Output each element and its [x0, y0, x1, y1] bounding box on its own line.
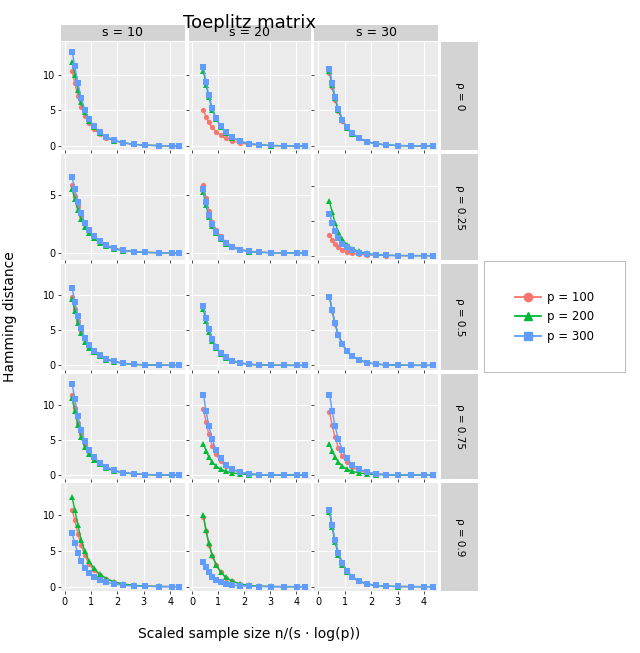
Text: ρ = 0: ρ = 0	[454, 82, 465, 110]
Text: s = 10: s = 10	[102, 27, 143, 39]
Text: ρ = 0.9: ρ = 0.9	[454, 518, 465, 556]
Text: Scaled sample size n/(s · log(p)): Scaled sample size n/(s · log(p))	[138, 628, 361, 641]
Text: s = 30: s = 30	[356, 27, 397, 39]
Text: ρ = 0.75: ρ = 0.75	[454, 404, 465, 449]
Text: ρ = 0.25: ρ = 0.25	[454, 185, 465, 229]
Text: s = 20: s = 20	[229, 27, 270, 39]
Text: Toeplitz matrix: Toeplitz matrix	[183, 14, 316, 33]
Text: Hamming distance: Hamming distance	[3, 251, 17, 382]
Legend: p = 100, p = 200, p = 300: p = 100, p = 200, p = 300	[509, 285, 600, 349]
Text: ρ = 0.5: ρ = 0.5	[454, 298, 465, 336]
